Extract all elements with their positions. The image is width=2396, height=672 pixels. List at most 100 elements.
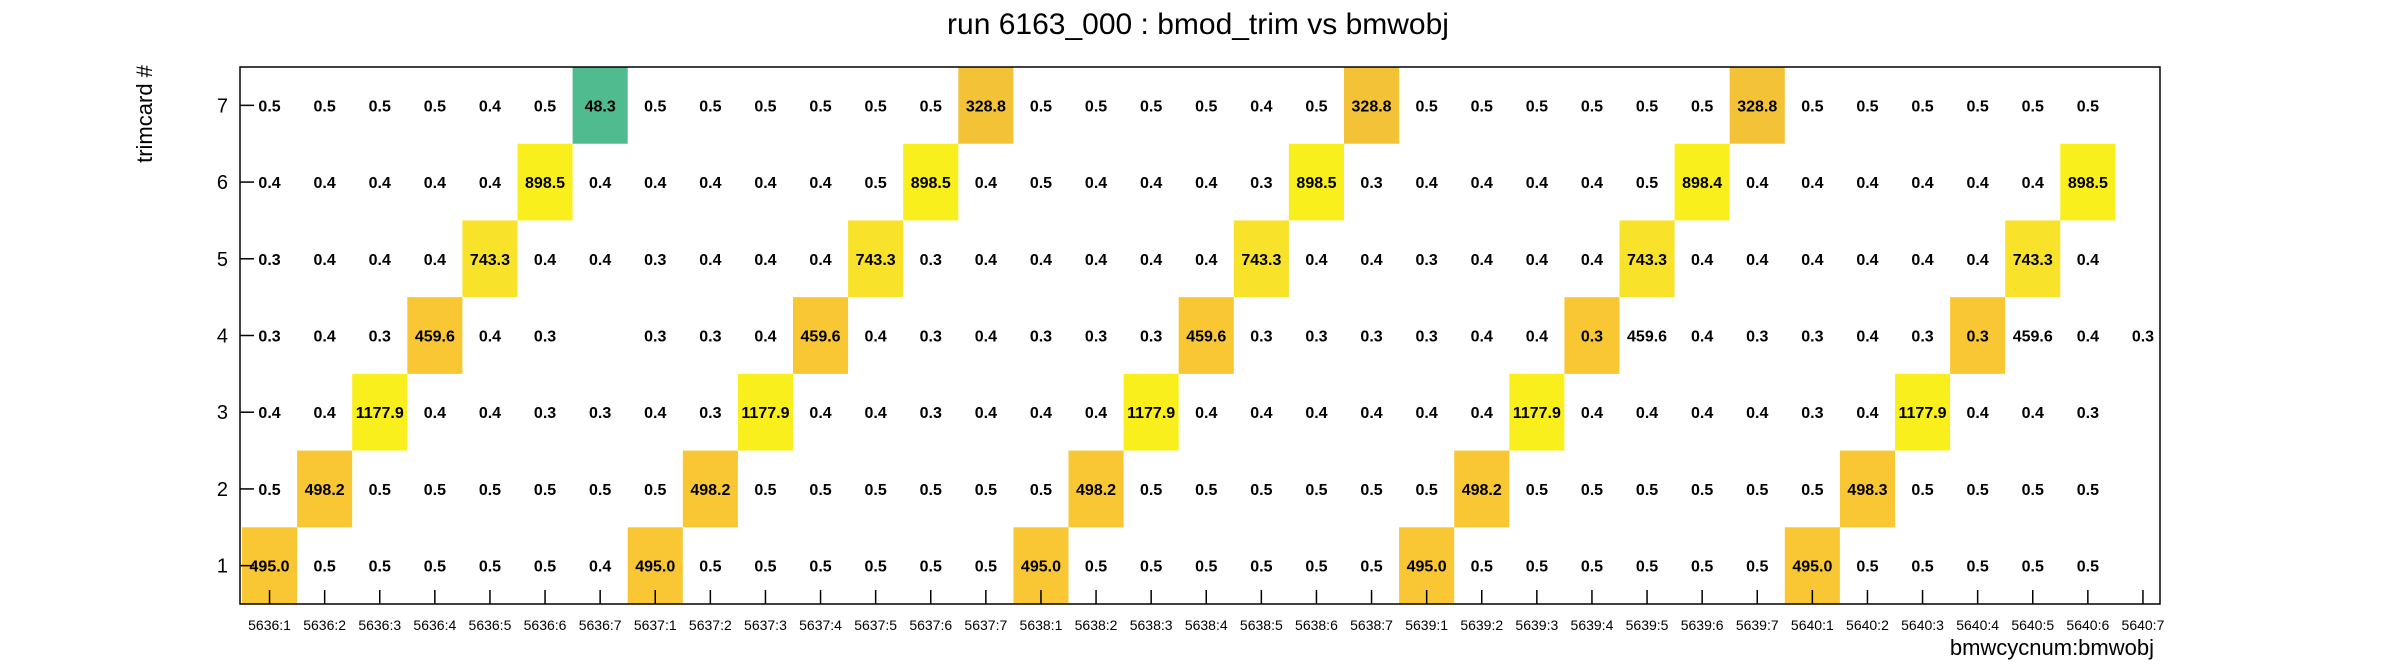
cell-value-label: 898.5 <box>911 175 951 192</box>
y-tick-label: 3 <box>217 402 228 424</box>
cell-value-label: 0.5 <box>1140 559 1162 576</box>
cell-value-label: 0.5 <box>865 559 887 576</box>
cell-value-label: 0.5 <box>1471 98 1493 115</box>
cell-value-label: 0.3 <box>1746 329 1768 346</box>
heatmap-cell <box>1729 67 1785 144</box>
cell-value-label: 0.4 <box>1195 405 1217 422</box>
cell-value-label: 0.4 <box>865 329 887 346</box>
cell-value-label: 0.4 <box>644 175 666 192</box>
heatmap-cell <box>462 220 518 298</box>
heatmap-cell <box>2060 143 2116 221</box>
cell-value-label: 0.5 <box>975 559 997 576</box>
x-tick-label: 5638:3 <box>1130 617 1173 633</box>
cell-value-label: 0.3 <box>1250 175 1272 192</box>
cell-value-label: 0.4 <box>1085 252 1107 269</box>
cell-value-label: 0.5 <box>1801 98 1823 115</box>
cell-value-label: 0.4 <box>1911 175 1933 192</box>
cell-value-label: 1177.9 <box>1513 405 1561 422</box>
cell-value-label: 495.0 <box>250 559 290 576</box>
cell-value-label: 0.4 <box>1471 175 1493 192</box>
cell-value-label: 0.4 <box>865 405 887 422</box>
cell-value-label: 0.5 <box>754 482 776 499</box>
cell-value-label: 0.5 <box>1746 482 1768 499</box>
cell-value-label: 0.5 <box>369 98 391 115</box>
cell-value-label: 0.3 <box>534 405 556 422</box>
cell-value-label: 0.5 <box>424 482 446 499</box>
cell-value-label: 0.4 <box>1801 252 1823 269</box>
x-tick-label: 5636:1 <box>248 617 291 633</box>
cell-value-label: 0.4 <box>754 175 776 192</box>
cell-value-label: 498.2 <box>1462 482 1502 499</box>
cell-value-label: 0.3 <box>1250 329 1272 346</box>
cell-value-label: 0.5 <box>644 98 666 115</box>
cell-value-label: 0.4 <box>1526 329 1548 346</box>
heatmap-cell <box>517 143 573 221</box>
cell-value-label: 0.4 <box>424 405 446 422</box>
cell-value-label: 898.5 <box>2068 175 2108 192</box>
x-axis-title: bmwcycnum:bmwobj <box>1950 635 2154 660</box>
x-axis-ticks: 5636:1 5636:2 5636:3 5636:4 5636:5 5636:6 5636… <box>248 590 2165 633</box>
cell-value-label: 0.5 <box>1085 559 1107 576</box>
heatmap-cell <box>572 67 628 144</box>
cell-value-label: 0.5 <box>1636 175 1658 192</box>
cell-value-label: 0.4 <box>1746 405 1768 422</box>
cell-value-label: 0.4 <box>1526 175 1548 192</box>
cell-value-label: 0.5 <box>865 482 887 499</box>
cell-value-label: 498.2 <box>1076 482 1116 499</box>
cell-value-label: 0.4 <box>1471 405 1493 422</box>
cell-value-label: 0.5 <box>2022 559 2044 576</box>
cell-value-label: 0.3 <box>589 405 611 422</box>
cell-value-label: 0.5 <box>754 559 776 576</box>
heatmap-cell <box>793 297 849 374</box>
cell-value-label: 0.4 <box>1416 175 1438 192</box>
cell-value-label: 0.5 <box>1581 482 1603 499</box>
cell-value-label: 498.3 <box>1847 482 1887 499</box>
x-tick-label: 5636:5 <box>469 617 512 633</box>
cell-value-label: 0.5 <box>1526 482 1548 499</box>
cell-value-label: 0.3 <box>1581 329 1603 346</box>
y-tick-label: 1 <box>217 556 228 578</box>
cell-value-label: 0.4 <box>479 329 501 346</box>
cell-value-label: 498.2 <box>690 482 730 499</box>
heatmap-cell <box>1233 220 1289 298</box>
cell-value-label: 0.4 <box>1691 252 1713 269</box>
cell-value-label: 0.4 <box>1030 252 1052 269</box>
cell-value-label: 0.4 <box>975 329 997 346</box>
x-tick-label: 5639:1 <box>1405 617 1448 633</box>
chart-title: run 6163_000 : bmod_trim vs bmwobj <box>947 8 1449 41</box>
cell-value-label: 0.4 <box>2022 405 2044 422</box>
cell-value-label: 0.5 <box>1305 559 1327 576</box>
heatmap-cell <box>1950 297 2006 374</box>
y-tick-label: 2 <box>217 479 228 501</box>
cell-value-label: 0.4 <box>1746 175 1768 192</box>
heatmap-cell <box>407 297 463 374</box>
x-tick-label: 5637:6 <box>909 617 952 633</box>
x-tick-label: 5638:7 <box>1350 617 1393 633</box>
cell-value-label: 0.5 <box>920 482 942 499</box>
x-tick-label: 5638:2 <box>1075 617 1118 633</box>
x-tick-label: 5639:5 <box>1626 617 1669 633</box>
heatmap-cell <box>1123 373 1179 451</box>
x-tick-label: 5640:5 <box>2011 617 2054 633</box>
cell-value-label: 0.4 <box>589 252 611 269</box>
x-tick-label: 5637:2 <box>689 617 732 633</box>
cell-value-label: 0.5 <box>589 482 611 499</box>
cell-value-label: 0.4 <box>809 175 831 192</box>
cell-value-label: 0.5 <box>1691 559 1713 576</box>
cell-value-label: 0.4 <box>314 175 336 192</box>
cell-value-label: 0.4 <box>1030 405 1052 422</box>
cell-value-label: 0.4 <box>644 405 666 422</box>
x-tick-label: 5637:7 <box>964 617 1007 633</box>
cell-value-label: 459.6 <box>1627 329 1667 346</box>
cell-value-label: 0.4 <box>1856 252 1878 269</box>
cell-value-label: 0.4 <box>754 252 776 269</box>
cell-value-label: 0.5 <box>1856 98 1878 115</box>
cell-value-label: 0.4 <box>1360 405 1382 422</box>
cell-value-label: 0.4 <box>1416 405 1438 422</box>
heatmap-cell <box>1344 67 1400 144</box>
y-axis-title: trimcard # <box>132 64 157 163</box>
x-tick-label: 5640:7 <box>2122 617 2165 633</box>
cell-value-label: 0.4 <box>1746 252 1768 269</box>
cell-value-label: 0.3 <box>1911 329 1933 346</box>
cell-value-label: 743.3 <box>856 252 896 269</box>
